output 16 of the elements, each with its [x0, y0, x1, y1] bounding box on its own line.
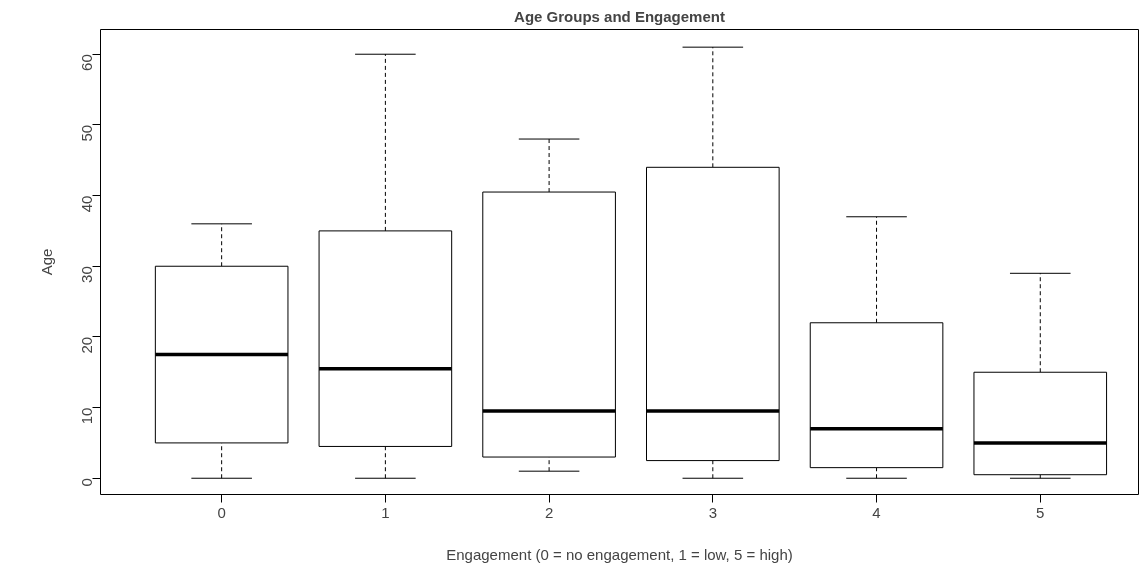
x-tick-label: 3 [708, 503, 717, 521]
y-tick-label: 30 [78, 266, 96, 283]
y-tick-label: 50 [78, 124, 96, 142]
y-tick-label: 60 [78, 54, 96, 71]
x-tick-label: 0 [217, 503, 226, 521]
y-axis-title: Age [37, 248, 55, 276]
y-tick-label: 10 [78, 407, 96, 425]
x-tick-label: 2 [544, 503, 554, 521]
y-tick-label: 20 [78, 336, 96, 354]
x-tick-label: 4 [872, 503, 881, 521]
chart-title: Age Groups and Engagement [514, 7, 725, 25]
y-tick-label: 0 [78, 478, 96, 487]
x-tick-label: 1 [381, 503, 390, 521]
x-axis-title: Engagement (0 = no engagement, 1 = low, 5 = high) [446, 545, 793, 563]
y-tick-label: 40 [78, 195, 96, 213]
x-tick-label: 5 [1036, 503, 1045, 521]
